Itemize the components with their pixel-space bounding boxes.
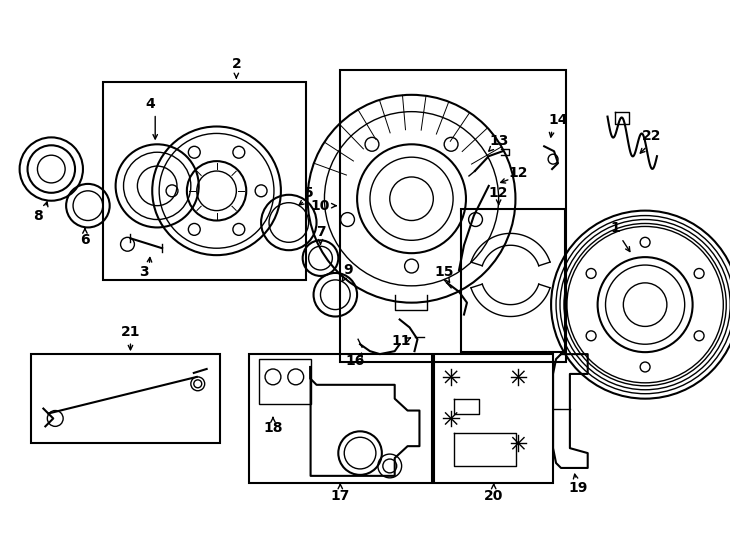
- Text: 11: 11: [392, 334, 411, 348]
- Text: 13: 13: [489, 134, 509, 149]
- Text: 22: 22: [642, 130, 662, 144]
- Text: 12: 12: [509, 166, 528, 180]
- Text: 2: 2: [231, 57, 241, 71]
- Text: 14: 14: [548, 112, 568, 126]
- Bar: [259, 359, 310, 403]
- Text: 12: 12: [489, 186, 509, 200]
- Text: 10: 10: [310, 199, 330, 213]
- Bar: [435, 354, 553, 483]
- Bar: [32, 354, 219, 443]
- Text: 5: 5: [304, 186, 313, 200]
- Text: 6: 6: [80, 233, 90, 247]
- Text: 1: 1: [611, 221, 620, 235]
- Text: 17: 17: [330, 489, 350, 503]
- Text: 19: 19: [568, 481, 587, 495]
- Text: 18: 18: [264, 421, 283, 435]
- Text: 9: 9: [344, 263, 353, 277]
- Bar: [250, 354, 432, 483]
- Text: 16: 16: [346, 354, 365, 368]
- Text: 7: 7: [316, 225, 325, 239]
- Text: 8: 8: [34, 208, 43, 222]
- Text: 21: 21: [120, 326, 140, 339]
- Text: 3: 3: [139, 265, 149, 279]
- Bar: [461, 208, 565, 352]
- Text: 4: 4: [145, 97, 155, 111]
- Text: 20: 20: [484, 489, 504, 503]
- Bar: [103, 82, 305, 280]
- Text: 15: 15: [435, 265, 454, 279]
- Bar: [341, 70, 566, 362]
